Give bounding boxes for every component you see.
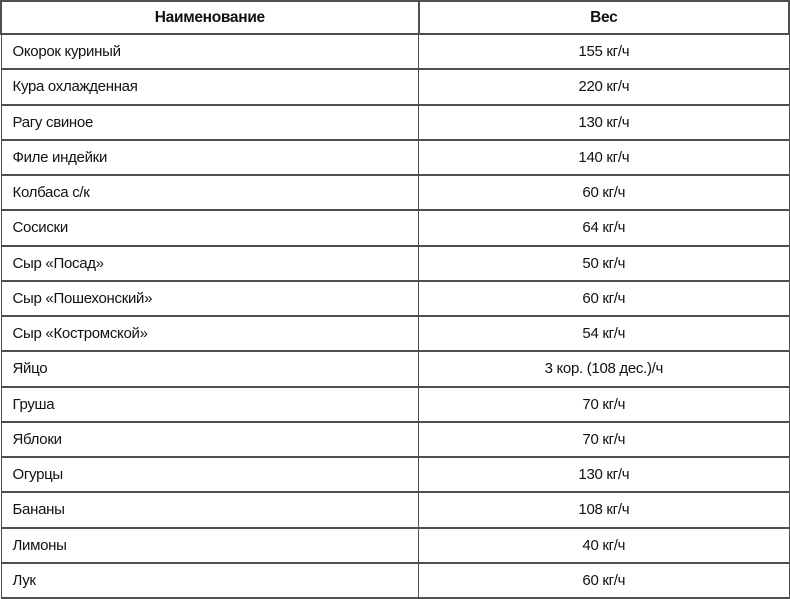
cell-weight: 40 кг/ч [418, 526, 790, 564]
cell-name: Лимоны [0, 526, 420, 564]
cell-weight: 70 кг/ч [418, 420, 790, 459]
table-row: Огурцы 130 кг/ч [0, 455, 790, 494]
cell-name: Яблоки [0, 420, 420, 459]
cell-name: Окорок куриный [0, 32, 420, 71]
cell-name: Яйцо [0, 350, 420, 388]
cell-weight: 3 кор. (108 дес.)/ч [418, 350, 790, 388]
table-body: Окорок куриный 155 кг/ч Кура охлажденная 22… [0, 32, 790, 599]
cell-name: Груша [0, 385, 420, 423]
cell-name: Сосиски [0, 209, 420, 247]
cell-weight: 140 кг/ч [418, 138, 790, 177]
cell-name: Сыр «Костромской» [0, 314, 420, 353]
table-row: Сосиски 64 кг/ч [0, 209, 790, 247]
cell-weight: 70 кг/ч [418, 385, 790, 423]
table-row: Колбаса с/к 60 кг/ч [0, 173, 790, 212]
cell-weight: 60 кг/ч [418, 561, 790, 599]
cell-weight: 130 кг/ч [418, 455, 790, 494]
cell-weight: 130 кг/ч [418, 103, 790, 141]
table-row: Лук 60 кг/ч [0, 561, 790, 599]
cell-weight: 60 кг/ч [418, 173, 790, 212]
cell-name: Огурцы [0, 455, 420, 494]
table-row: Груша 70 кг/ч [0, 385, 790, 423]
cell-weight: 108 кг/ч [418, 491, 790, 529]
table-row: Кура охлажденная 220 кг/ч [0, 68, 790, 106]
cell-name: Колбаса с/к [0, 173, 420, 212]
table-header-row: Наименование Вес [0, 0, 790, 35]
cell-weight: 64 кг/ч [418, 209, 790, 247]
table-row: Бананы 108 кг/ч [0, 491, 790, 529]
cell-name: Рагу свиное [0, 103, 420, 141]
table-row: Сыр «Посад» 50 кг/ч [0, 244, 790, 282]
table-row: Окорок куриный 155 кг/ч [0, 32, 790, 71]
cell-name: Сыр «Пошехонский» [0, 279, 420, 318]
table-row: Сыр «Костромской» 54 кг/ч [0, 314, 790, 353]
table-row: Лимоны 40 кг/ч [0, 526, 790, 564]
cell-weight: 155 кг/ч [418, 32, 790, 71]
cell-name: Кура охлажденная [0, 68, 420, 106]
column-header-weight: Вес [417, 0, 790, 35]
cell-weight: 54 кг/ч [418, 314, 790, 353]
table-row: Филе индейки 140 кг/ч [0, 138, 790, 177]
cell-name: Бананы [0, 491, 420, 529]
cell-name: Лук [0, 561, 420, 599]
table-row: Яблоки 70 кг/ч [0, 420, 790, 459]
cell-name: Филе индейки [0, 138, 420, 177]
cell-weight: 60 кг/ч [418, 279, 790, 318]
cell-weight: 220 кг/ч [418, 68, 790, 106]
cell-name: Сыр «Посад» [0, 244, 420, 282]
column-header-name: Наименование [0, 0, 420, 35]
cell-weight: 50 кг/ч [418, 244, 790, 282]
table-row: Рагу свиное 130 кг/ч [0, 103, 790, 141]
table-row: Яйцо 3 кор. (108 дес.)/ч [0, 350, 790, 388]
table-row: Сыр «Пошехонский» 60 кг/ч [0, 279, 790, 318]
